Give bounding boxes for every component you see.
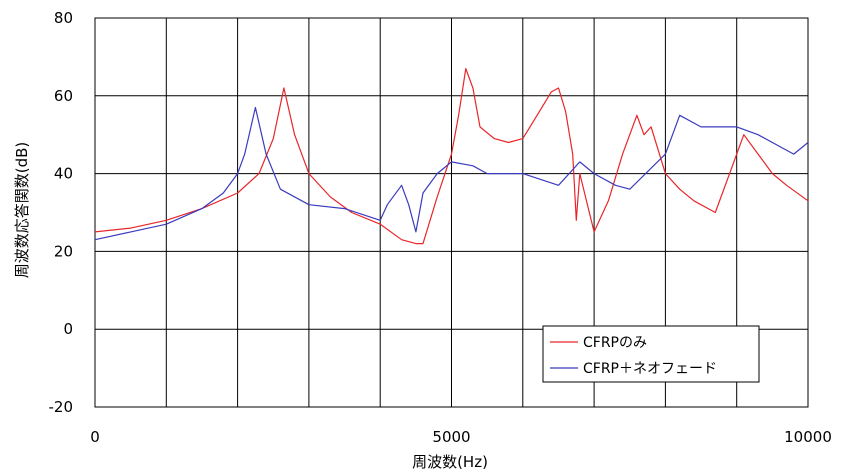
y-tick-label: 0	[63, 320, 73, 338]
x-axis-title: 周波数(Hz)	[412, 453, 488, 471]
legend-box	[542, 325, 760, 383]
series-line-1	[94, 106, 809, 241]
y-tick-label: 40	[54, 165, 73, 183]
legend-label-cfrp-neofade: CFRP＋ネオフェード	[583, 361, 717, 377]
legend-label-cfrp: CFRPのみ	[583, 335, 647, 351]
x-tick-label: 10000	[784, 428, 832, 446]
tick-labels: -20 0 20 40 60 80 0 5000 10000	[49, 9, 832, 446]
series-line-0	[94, 67, 809, 245]
y-axis-title: 周波数応答関数(dB)	[13, 142, 31, 279]
plot-area-border	[94, 17, 809, 408]
x-tick-label: 5000	[432, 428, 470, 446]
series-lines	[94, 67, 809, 245]
y-tick-label: -20	[49, 398, 74, 416]
x-tick-label: 0	[90, 428, 100, 446]
y-tick-label: 20	[54, 242, 73, 260]
y-tick-label: 80	[54, 9, 73, 27]
legend: CFRPのみ CFRP＋ネオフェード	[542, 325, 760, 383]
y-tick-label: 60	[54, 87, 73, 105]
